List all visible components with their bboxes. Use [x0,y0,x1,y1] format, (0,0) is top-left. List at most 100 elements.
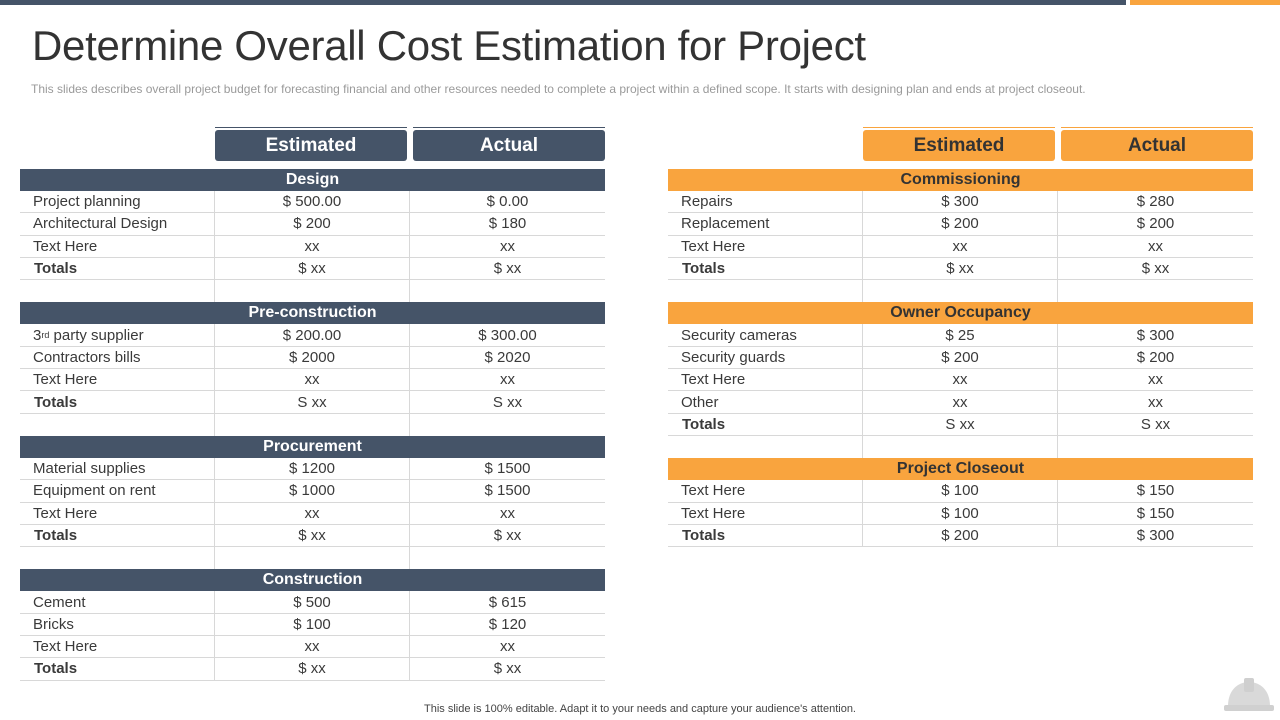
actual-total: $ xx [1141,260,1170,278]
actual-value: xx [1148,371,1163,389]
table-row: Security cameras $ 25 $ 300 [668,324,1253,347]
row-label: Text Here [668,369,863,391]
row-label: Text Here [20,235,215,257]
estimated-value: $ 200.00 [215,324,410,346]
section-owner-occupancy: Owner Occupancy Security cameras $ 25 $ … [668,302,1253,459]
totals-label: Totals [20,257,215,280]
actual-value: $ 150 [1136,482,1175,500]
estimated-total: $ xx [863,257,1058,280]
table-row: Contractors bills $ 2000 $ 2020 [20,346,605,370]
actual-value: xx [500,504,515,522]
row-label: Security cameras [668,324,863,346]
table-row: Text Here xx xx [20,502,605,525]
actual-value: xx [500,237,515,255]
spacer-row [668,280,1253,303]
helmet-icon [1224,678,1274,711]
row-label: Security guards [668,346,863,369]
estimated-value: xx [215,502,410,524]
estimated-total: $ xx [215,658,410,680]
estimated-value: $ 25 [863,324,1058,346]
table-row: Material supplies $ 1200 $ 1500 [20,457,605,481]
estimated-total: S xx [863,413,1058,435]
totals-row: Totals S xx S xx [20,391,605,414]
actual-total: $ xx [493,527,522,544]
actual-total: $ 300 [1136,527,1175,544]
estimated-value: xx [863,369,1058,391]
table-row: Bricks $ 100 $ 120 [20,613,605,637]
totals-label: Totals [20,391,215,413]
section-header: Pre-construction [20,302,605,325]
estimated-total: $ xx [215,257,410,280]
actual-value: $ 150 [1136,504,1175,522]
section-header: Project Closeout [668,458,1253,481]
actual-value: $ 300 [1136,326,1175,344]
totals-label: Totals [668,524,863,547]
estimated-total: $ 200 [863,524,1058,547]
actual-value: $ 2020 [484,348,531,366]
table-row: Text Here xx xx [20,636,605,659]
right-estimated-header: Estimated [863,127,1055,162]
totals-row: Totals $ xx $ xx [20,658,605,681]
table-row: Project planning $ 500.00 $ 0.00 [20,191,605,214]
section-design: Design Project planning $ 500.00 $ 0.00 … [20,169,605,303]
actual-value: $ 200 [1136,348,1175,366]
spacer-row [20,413,605,436]
actual-total: $ xx [493,260,522,278]
row-label: Repairs [668,191,863,213]
row-label: Material supplies [20,457,215,480]
spacer-row [20,280,605,303]
actual-total: S xx [492,393,523,411]
table-row: Text Here xx xx [668,369,1253,392]
estimated-value: $ 1000 [215,480,410,502]
estimated-value: $ 200 [863,213,1058,235]
estimated-value: $ 500.00 [215,191,410,213]
section-header: Commissioning [668,169,1253,191]
table-row: Security guards $ 200 $ 200 [668,346,1253,370]
row-label: Text Here [668,502,863,524]
estimated-value: $ 2000 [215,346,410,369]
section-commissioning: Commissioning Repairs $ 300 $ 280 Replac… [668,169,1253,303]
section-header: Design [20,169,605,191]
totals-row: Totals $ xx $ xx [20,257,605,281]
actual-value: $ 120 [488,615,527,633]
row-label-rest: party supplier [49,326,144,344]
actual-value: $ 1500 [484,482,531,500]
footer-note: This slide is 100% editable. Adapt it to… [424,703,856,715]
row-label: Text Here [20,636,215,658]
top-accent-bar-dark [0,0,1126,5]
estimated-value: $ 100 [863,502,1058,524]
table-row: Replacement $ 200 $ 200 [668,213,1253,236]
actual-value: xx [500,638,515,656]
table-row: Text Here $ 100 $ 150 [668,480,1253,503]
table-row: Text Here xx xx [20,235,605,258]
right-estimated-label: Estimated [863,130,1055,161]
estimated-value: $ 200 [215,213,410,235]
row-label: Architectural Design [20,213,215,235]
row-label: Text Here [20,502,215,524]
actual-value: $ 300.00 [478,326,537,344]
estimated-value: $ 500 [215,591,410,613]
estimated-value: $ 100 [215,613,410,636]
totals-label: Totals [668,257,863,280]
row-label: Project planning [20,191,215,213]
left-cost-table: Estimated Actual Design Project planning… [20,127,605,681]
section-header: Owner Occupancy [668,302,1253,325]
totals-label: Totals [20,658,215,680]
totals-row: Totals $ xx $ xx [20,524,605,548]
actual-value: $ 180 [488,215,527,233]
right-column-headers: Estimated Actual [863,127,1253,162]
row-label: Bricks [20,613,215,636]
row-label: Equipment on rent [20,480,215,502]
spacer-row [668,435,1253,459]
estimated-value: xx [863,391,1058,413]
section-header: Construction [20,569,605,592]
right-cost-table: Estimated Actual Commissioning Repairs $… [668,127,1253,548]
spacer-row [20,547,605,570]
actual-value: $ 200 [1136,215,1175,233]
section-construction: Construction Cement $ 500 $ 615 Bricks $… [20,569,605,681]
estimated-value: $ 200 [863,346,1058,369]
row-label: Contractors bills [20,346,215,369]
actual-value: $ 0.00 [486,193,529,211]
